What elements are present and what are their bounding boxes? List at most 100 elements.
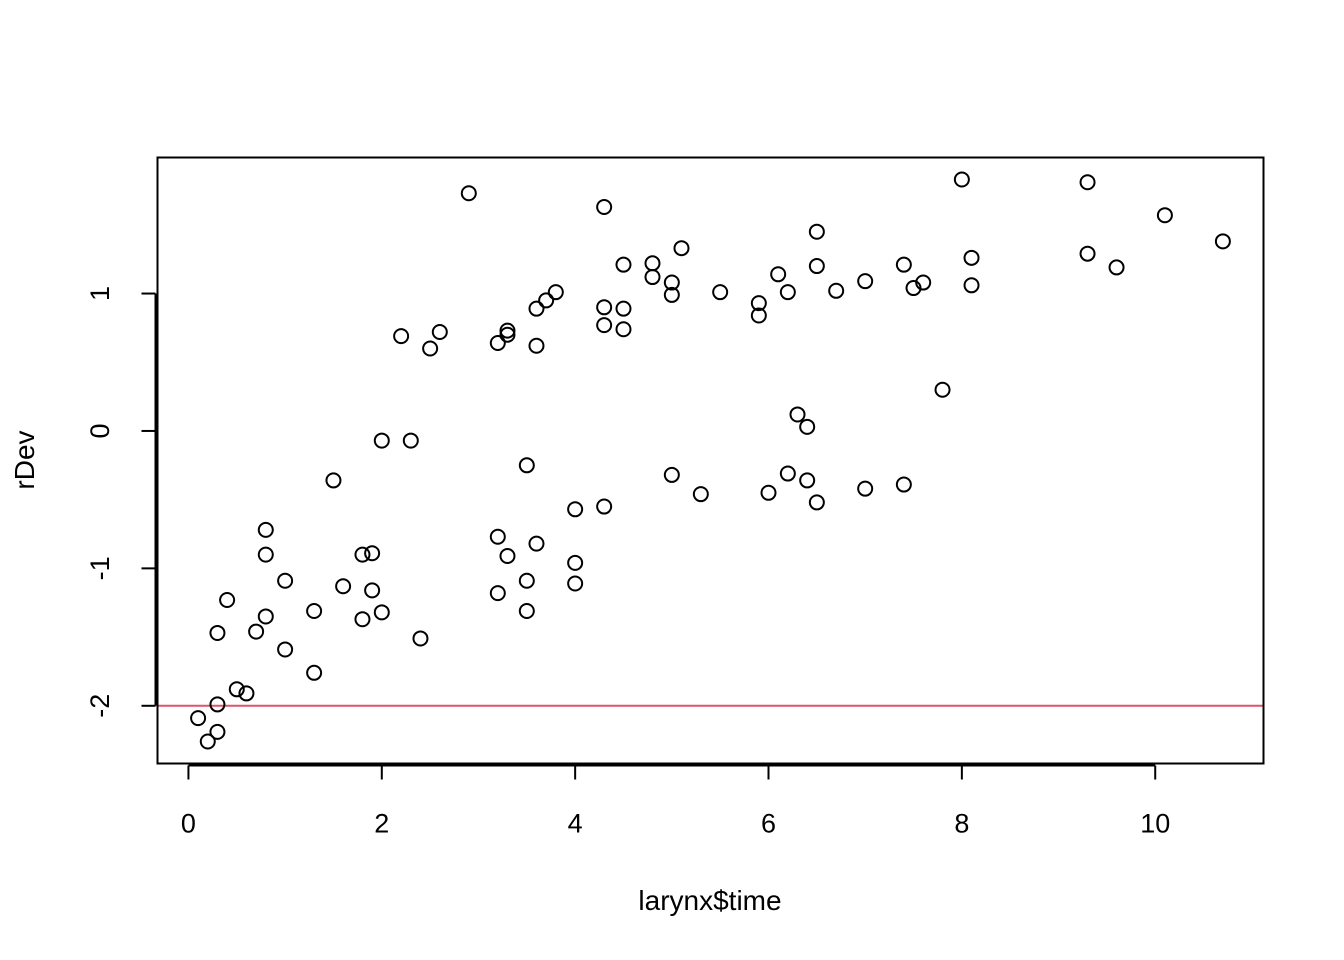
- data-point: [789, 406, 806, 423]
- data-point: [209, 696, 226, 713]
- data-point: [615, 300, 632, 317]
- data-point: [1156, 207, 1173, 224]
- y-tick-label: 1: [85, 286, 115, 301]
- data-point: [460, 185, 477, 202]
- data-point: [489, 335, 506, 352]
- data-point: [596, 498, 613, 515]
- data-point: [499, 326, 516, 343]
- data-point: [692, 486, 709, 503]
- x-tick-label: 10: [1140, 809, 1170, 839]
- data-point: [963, 277, 980, 294]
- data-point: [1108, 259, 1125, 276]
- data-point: [412, 630, 429, 647]
- data-point: [209, 624, 226, 641]
- data-point: [808, 223, 825, 240]
- data-point: [228, 681, 245, 698]
- data-point: [393, 328, 410, 345]
- data-point: [712, 284, 729, 301]
- data-point: [199, 733, 216, 750]
- data-point: [828, 282, 845, 299]
- data-point: [663, 286, 680, 303]
- data-point: [567, 501, 584, 518]
- plot-frame: [156, 156, 1265, 765]
- data-point: [808, 258, 825, 275]
- data-point: [673, 240, 690, 257]
- data-point: [615, 321, 632, 338]
- data-point: [963, 249, 980, 266]
- data-point: [431, 324, 448, 341]
- data-point: [528, 535, 545, 552]
- data-point: [219, 591, 236, 608]
- x-axis: 0 2 4 6 8 10: [181, 764, 1170, 839]
- y-axis: -2 -1 0 1: [85, 286, 157, 718]
- x-tick-label: 4: [568, 809, 583, 839]
- y-axis-label: rDev: [9, 430, 40, 489]
- data-point: [402, 432, 419, 449]
- data-point: [1214, 233, 1231, 250]
- data-point: [373, 432, 390, 449]
- data-point: [325, 472, 342, 489]
- data-point: [335, 578, 352, 595]
- data-point: [489, 585, 506, 602]
- data-point: [373, 604, 390, 621]
- data-point: [364, 545, 381, 562]
- data-point: [857, 273, 874, 290]
- data-point: [779, 284, 796, 301]
- y-tick-label: -2: [85, 694, 115, 718]
- data-point: [567, 575, 584, 592]
- data-point: [547, 284, 564, 301]
- data-point: [364, 582, 381, 599]
- data-point: [799, 472, 816, 489]
- data-point: [895, 256, 912, 273]
- data-point: [277, 641, 294, 658]
- data-point: [238, 685, 255, 702]
- data-point: [422, 340, 439, 357]
- data-points: [190, 171, 1231, 750]
- data-point: [257, 521, 274, 538]
- data-point: [596, 198, 613, 215]
- data-point: [518, 572, 535, 589]
- data-point: [750, 307, 767, 324]
- data-point: [857, 480, 874, 497]
- data-point: [257, 608, 274, 625]
- data-point: [953, 171, 970, 188]
- data-point: [915, 274, 932, 291]
- data-point: [596, 317, 613, 334]
- data-point: [799, 418, 816, 435]
- x-tick-label: 6: [761, 809, 776, 839]
- data-point: [663, 274, 680, 291]
- data-point: [1079, 174, 1096, 191]
- data-point: [808, 494, 825, 511]
- data-point: [538, 292, 555, 309]
- x-axis-label: larynx$time: [638, 885, 781, 916]
- data-point: [277, 572, 294, 589]
- x-tick-label: 8: [954, 809, 969, 839]
- data-point: [934, 381, 951, 398]
- data-point: [779, 465, 796, 482]
- data-point: [567, 554, 584, 571]
- data-point: [306, 602, 323, 619]
- y-tick-label: -1: [85, 556, 115, 580]
- x-tick-label: 0: [181, 809, 196, 839]
- data-point: [663, 466, 680, 483]
- y-tick-label: 0: [85, 423, 115, 438]
- data-point: [770, 266, 787, 283]
- data-point: [1079, 245, 1096, 262]
- data-point: [895, 476, 912, 493]
- data-point: [209, 723, 226, 740]
- data-point: [499, 322, 516, 339]
- data-point: [750, 295, 767, 312]
- data-point: [257, 546, 274, 563]
- data-point: [190, 710, 207, 727]
- data-point: [499, 548, 516, 565]
- x-tick-label: 2: [374, 809, 389, 839]
- data-point: [615, 256, 632, 273]
- data-point: [518, 457, 535, 474]
- data-point: [644, 269, 661, 286]
- data-point: [528, 337, 545, 354]
- data-point: [528, 300, 545, 317]
- data-point: [306, 664, 323, 681]
- data-point: [596, 299, 613, 316]
